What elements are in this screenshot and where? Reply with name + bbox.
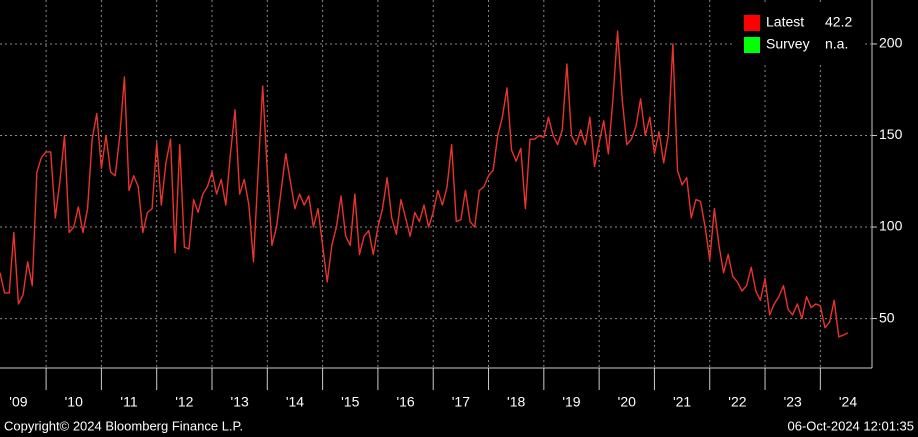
x-tick-label: '21 <box>673 394 691 410</box>
x-tick-label: '24 <box>839 394 857 410</box>
x-tick-label: '11 <box>120 394 137 410</box>
legend-box <box>735 4 865 62</box>
y-tick-label: 150 <box>879 126 903 142</box>
x-tick-label: '17 <box>452 394 470 410</box>
x-tick-label: '23 <box>784 394 802 410</box>
data-line <box>0 30 849 338</box>
legend-name: Survey <box>766 36 810 52</box>
x-tick-label: '20 <box>618 394 636 410</box>
legend-swatch <box>744 37 760 53</box>
y-tick-label: 50 <box>879 309 895 325</box>
x-tick-label: '14 <box>286 394 304 410</box>
footer-bg <box>0 415 918 437</box>
x-tick-label: '15 <box>341 394 359 410</box>
x-tick-label: '19 <box>562 394 580 410</box>
y-tick-label: 200 <box>879 35 903 51</box>
x-tick-label: '18 <box>507 394 525 410</box>
legend-value: n.a. <box>825 36 848 52</box>
x-tick-label: '16 <box>396 394 414 410</box>
y-tick-label: 100 <box>879 218 903 234</box>
timestamp: 06-Oct-2024 12:01:35 <box>788 418 914 433</box>
legend-swatch <box>744 15 760 31</box>
legend-value: 42.2 <box>825 14 852 30</box>
x-tick-label: '12 <box>175 394 193 410</box>
x-tick-label: '09 <box>9 394 27 410</box>
legend-name: Latest <box>766 14 804 30</box>
copyright: Copyright© 2024 Bloomberg Finance L.P. <box>4 418 243 433</box>
x-tick-label: '22 <box>728 394 746 410</box>
x-tick-label: '13 <box>231 394 249 410</box>
x-tick-label: '10 <box>65 394 83 410</box>
